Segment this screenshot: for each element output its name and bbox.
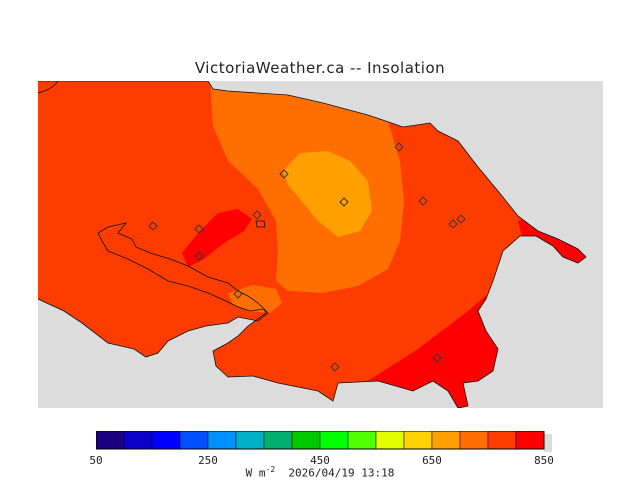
colorbar-cell (179, 431, 209, 450)
station-marker (339, 197, 349, 207)
timestamp: 2026/04/19 13:18 (288, 466, 395, 480)
footer: W m-2 2026/04/19 13:18 (0, 465, 640, 480)
colorbar-cell (375, 431, 405, 450)
station-marker (418, 196, 428, 206)
colorbar-cell (459, 431, 489, 450)
station-marker (432, 353, 442, 363)
station-marker (252, 210, 262, 220)
colorbar-cell (347, 431, 377, 450)
station-marker (233, 289, 243, 299)
colorbar-tick-label: 850 (534, 454, 554, 467)
colorbar-cell (263, 431, 293, 450)
colorbar-tick-label: 50 (89, 454, 103, 467)
colorbar-cell (291, 431, 321, 450)
colorbar-frame (96, 431, 545, 450)
chart-title: VictoriaWeather.ca -- Insolation (194, 59, 446, 77)
colorbar-cell (235, 431, 265, 450)
colorbar-tick-label: 450 (310, 454, 330, 467)
colorbar (96, 431, 552, 452)
station-marker (279, 169, 289, 179)
coastline (38, 81, 587, 408)
station-marker (148, 221, 158, 231)
station-marker (448, 219, 458, 229)
units-exponent: -2 (265, 465, 276, 474)
colorbar-cell (487, 431, 517, 450)
station-marker (194, 251, 204, 261)
colorbar-cell (319, 431, 349, 450)
colorbar-shadow (544, 434, 552, 452)
colorbar-cell (403, 431, 433, 450)
colorbar-cell (515, 431, 545, 450)
station-marker (456, 214, 466, 224)
colorbar-cell (431, 431, 461, 450)
station-marker (394, 142, 404, 152)
insolation-map (38, 81, 603, 408)
station-marker (330, 362, 340, 372)
colorbar-cell (207, 431, 237, 450)
colorbar-cell (123, 431, 153, 450)
colorbar-tick-label: 250 (198, 454, 218, 467)
colorbar-cell (151, 431, 181, 450)
colorbar-tick-label: 650 (422, 454, 442, 467)
units-label: W m (245, 466, 266, 480)
station-marker (194, 224, 204, 234)
colorbar-cell (96, 431, 125, 450)
station-markers (148, 142, 466, 372)
